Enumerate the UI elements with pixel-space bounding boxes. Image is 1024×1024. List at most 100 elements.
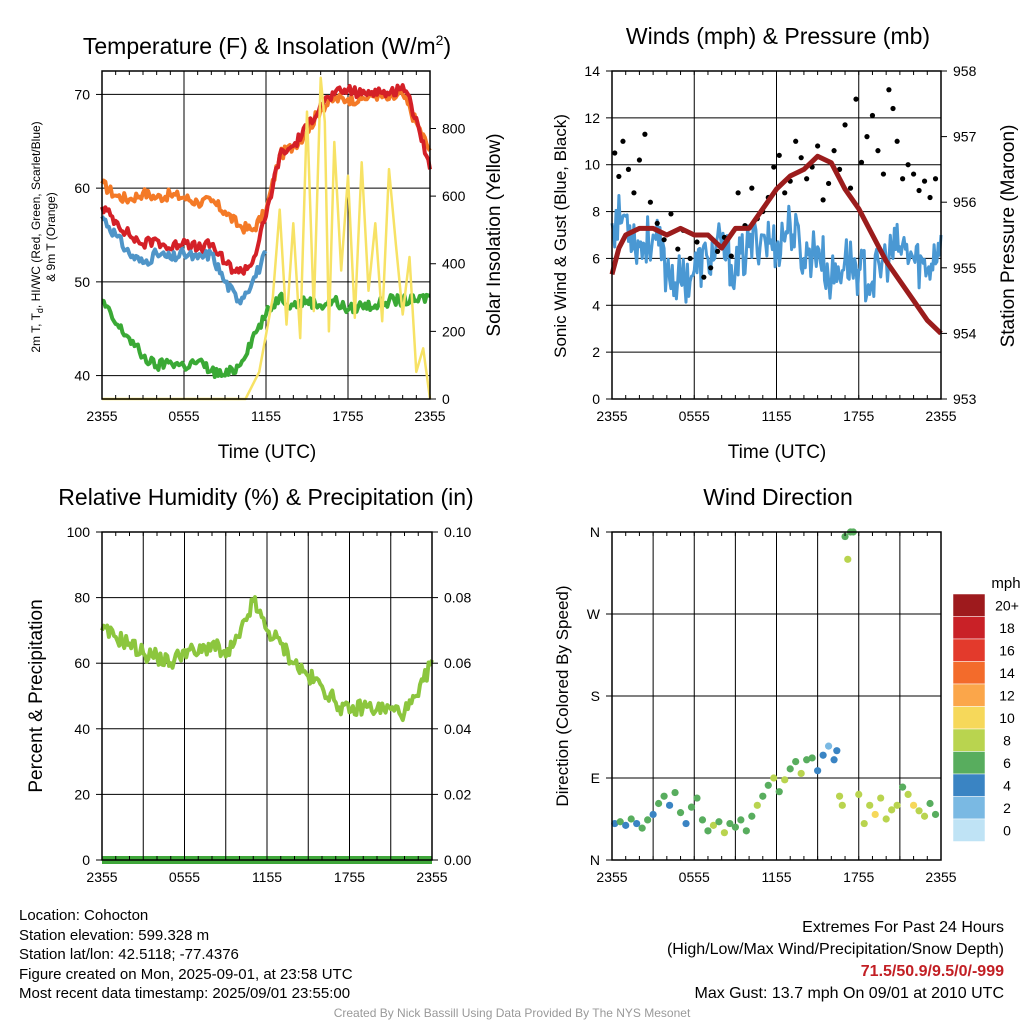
winds-panel-title: Winds (mph) & Pressure (mb) (626, 23, 930, 49)
colorbar-swatch (952, 593, 986, 617)
gust-point (771, 164, 777, 170)
extremes-values: 71.5/50.9/9.5/0/-999 (860, 963, 1004, 980)
x-tick-label: 0555 (169, 869, 200, 885)
direction-point (633, 819, 641, 828)
gust-point (921, 178, 928, 184)
temperature-xlabel: Time (UTC) (218, 442, 317, 463)
gust-point (776, 152, 782, 158)
gust-point (831, 148, 837, 154)
gust-point (625, 166, 632, 172)
y-tick-label-right: 954 (953, 325, 977, 341)
temperature-tick-labels: 2355 0555 1155 1755 2355 70 60 50 40 800 600 400 200… (74, 86, 465, 424)
gust-point (886, 87, 892, 93)
station-info: Location: Cohocton Station elevation: 59… (19, 906, 353, 1004)
colorbar-swatch (952, 616, 986, 640)
x-tick-label: 2355 (596, 869, 627, 885)
x-tick-label: 1755 (843, 408, 874, 424)
gust-point (880, 171, 887, 177)
pressure-series (609, 153, 943, 336)
temperature-ylabel-left-line2: & 9m T (Orange) (44, 192, 58, 282)
direction-point (819, 751, 827, 759)
y-tick-label-left: 60 (74, 180, 90, 196)
direction-point (698, 816, 707, 824)
direction-point (909, 801, 918, 809)
gust-point (782, 190, 788, 196)
direction-point (737, 816, 745, 824)
humidity-ylabel-left: Percent & Precipitation (26, 599, 47, 792)
direction-point (882, 815, 890, 823)
colorbar-label: 0 (1003, 822, 1011, 838)
direction-point (715, 818, 723, 826)
winds-ylabel-left: Sonic Wind & Gust (Blue, Black) (551, 114, 570, 358)
x-tick-label: 1155 (761, 869, 791, 885)
y-tick-label-right: 0.02 (444, 786, 471, 802)
colorbar-label: 6 (1003, 755, 1011, 771)
y-tick-label-right: 600 (442, 188, 466, 204)
gust-point (616, 173, 622, 180)
gust-point (735, 190, 741, 196)
direction-point (742, 827, 750, 835)
y-tick-label-right: 0.00 (444, 852, 471, 868)
direction-point (797, 769, 805, 778)
x-tick-label: 0555 (679, 408, 710, 424)
colorbar-label: 4 (1003, 777, 1011, 793)
direction-point (622, 821, 630, 829)
direction-point (824, 742, 833, 750)
gust-point (927, 194, 933, 201)
gust-point (612, 150, 618, 156)
extremes-legend: (High/Low/Max Wind/Precipitation/Snow De… (666, 941, 1004, 958)
colorbar-label: 2 (1003, 800, 1011, 816)
direction-point (855, 790, 863, 799)
gust-point (916, 187, 922, 194)
direction-point (731, 823, 739, 831)
gust-point (858, 159, 865, 165)
direction-point (926, 799, 934, 808)
feelslike-green-series (101, 291, 431, 379)
direction-point (726, 819, 734, 828)
direction-point (748, 812, 756, 820)
gust-point (905, 162, 911, 168)
direction-point (665, 801, 674, 809)
y-tick-label-left: 0 (592, 391, 600, 407)
direction-point (720, 829, 729, 837)
gust-point (842, 122, 848, 128)
direction-point (693, 794, 701, 802)
direction-point (655, 799, 663, 808)
direction-point (893, 801, 901, 809)
temp-red-series (100, 83, 432, 276)
direction-point (759, 792, 767, 800)
direction-point (660, 792, 668, 800)
y-tick-label-right: 953 (953, 391, 977, 407)
direction-point (866, 801, 874, 809)
direction-point (844, 555, 852, 563)
max-gust: Max Gust: 13.7 mph On 09/01 at 2010 UTC (694, 985, 1005, 1002)
colorbar-swatch (952, 728, 986, 752)
direction-point (841, 532, 849, 541)
direction-ylabel-left: Direction (Colored By Speed) (553, 585, 572, 806)
colorbar-label: 12 (999, 687, 1015, 703)
direction-grid (612, 532, 941, 860)
direction-point (682, 819, 690, 828)
gust-point (654, 220, 660, 226)
winds-frame (611, 70, 942, 400)
gust-point (642, 131, 648, 137)
gust-point (900, 176, 906, 182)
temperature-series (100, 76, 432, 401)
winds-ylabel-right: Station Pressure (Maroon) (998, 125, 1019, 348)
direction-point (753, 801, 761, 809)
colorbar-swatch (952, 661, 986, 685)
colorbar-label: 20+ (995, 597, 1019, 613)
gust-point (793, 138, 799, 144)
y-tick-label-right: 0.08 (444, 590, 471, 606)
x-tick-label: 1155 (251, 408, 281, 424)
y-tick-label-right: 0.04 (444, 721, 471, 737)
direction-point (775, 788, 783, 796)
direction-point (838, 801, 846, 809)
winds-xlabel: Time (UTC) (728, 442, 827, 463)
station-latlon: Station lat/lon: 42.5118; -77.4376 (19, 946, 239, 963)
x-tick-label: 2355 (86, 869, 117, 885)
direction-point (814, 767, 822, 775)
station-elevation: Station elevation: 599.328 m (19, 926, 210, 944)
x-tick-label: 2355 (86, 408, 117, 424)
